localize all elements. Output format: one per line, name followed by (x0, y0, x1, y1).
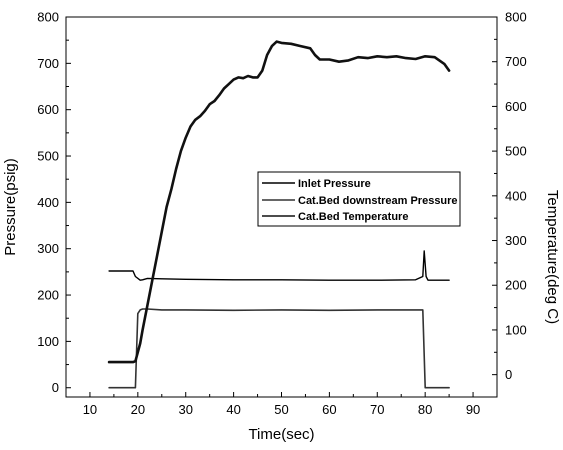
legend-label-cat-bed-downstream-pressure: Cat.Bed downstream Pressure (298, 195, 458, 207)
y-axis-right-title: Temperature(deg C) (544, 190, 561, 324)
x-tick-label: 60 (322, 402, 336, 417)
legend-label-inlet-pressure: Inlet Pressure (298, 178, 371, 190)
x-axis-title: Time(sec) (248, 426, 314, 443)
legend-box (257, 171, 461, 227)
y-right-tick-label: 400 (505, 188, 527, 203)
y-left-tick-label: 300 (37, 241, 59, 256)
y-left-tick-label: 400 (37, 195, 59, 210)
x-tick-label: 10 (83, 402, 97, 417)
x-axis: 10 20 30 40 50 60 70 80 90 (65, 392, 498, 417)
series-line-inlet-pressure (108, 250, 450, 281)
x-tick-label: 90 (466, 402, 480, 417)
y-left-tick-label: 0 (52, 380, 59, 395)
y-axis-left: 0 100 200 300 400 500 600 700 800 (37, 10, 71, 395)
y-left-tick-label: 100 (37, 334, 59, 349)
y-right-tick-label: 500 (505, 144, 527, 159)
series-line-cat-bed-downstream-pressure (108, 308, 450, 389)
series-layer (107, 40, 451, 389)
x-tick-label: 30 (178, 402, 192, 417)
y-left-tick-label: 600 (37, 102, 59, 117)
x-tick-label: 80 (418, 402, 432, 417)
x-tick-label: 50 (274, 402, 288, 417)
y-left-tick-label: 500 (37, 149, 59, 164)
x-tick-label: 70 (370, 402, 384, 417)
y-axis-right: 0 100 200 300 400 500 600 700 800 (492, 10, 527, 382)
y-left-tick-label: 800 (37, 10, 59, 25)
legend: Inlet Pressure Cat.Bed downstream Pressu… (257, 171, 461, 227)
y-right-tick-label: 600 (505, 99, 527, 114)
legend-label-cat-bed-temperature: Cat.Bed Temperature (298, 211, 408, 223)
x-tick-label: 20 (131, 402, 145, 417)
y-right-tick-label: 800 (505, 10, 527, 25)
y-right-tick-label: 200 (505, 278, 527, 293)
y-right-tick-label: 700 (505, 54, 527, 69)
series-line-cat-bed-temperature (107, 40, 451, 364)
x-tick-label: 40 (226, 402, 240, 417)
y-left-tick-label: 200 (37, 288, 59, 303)
y-left-tick-label: 700 (37, 56, 59, 71)
y-right-tick-label: 0 (505, 367, 512, 382)
y-axis-left-title: Pressure(psig) (2, 158, 19, 256)
y-right-tick-label: 100 (505, 322, 527, 337)
y-right-tick-label: 300 (505, 233, 527, 248)
